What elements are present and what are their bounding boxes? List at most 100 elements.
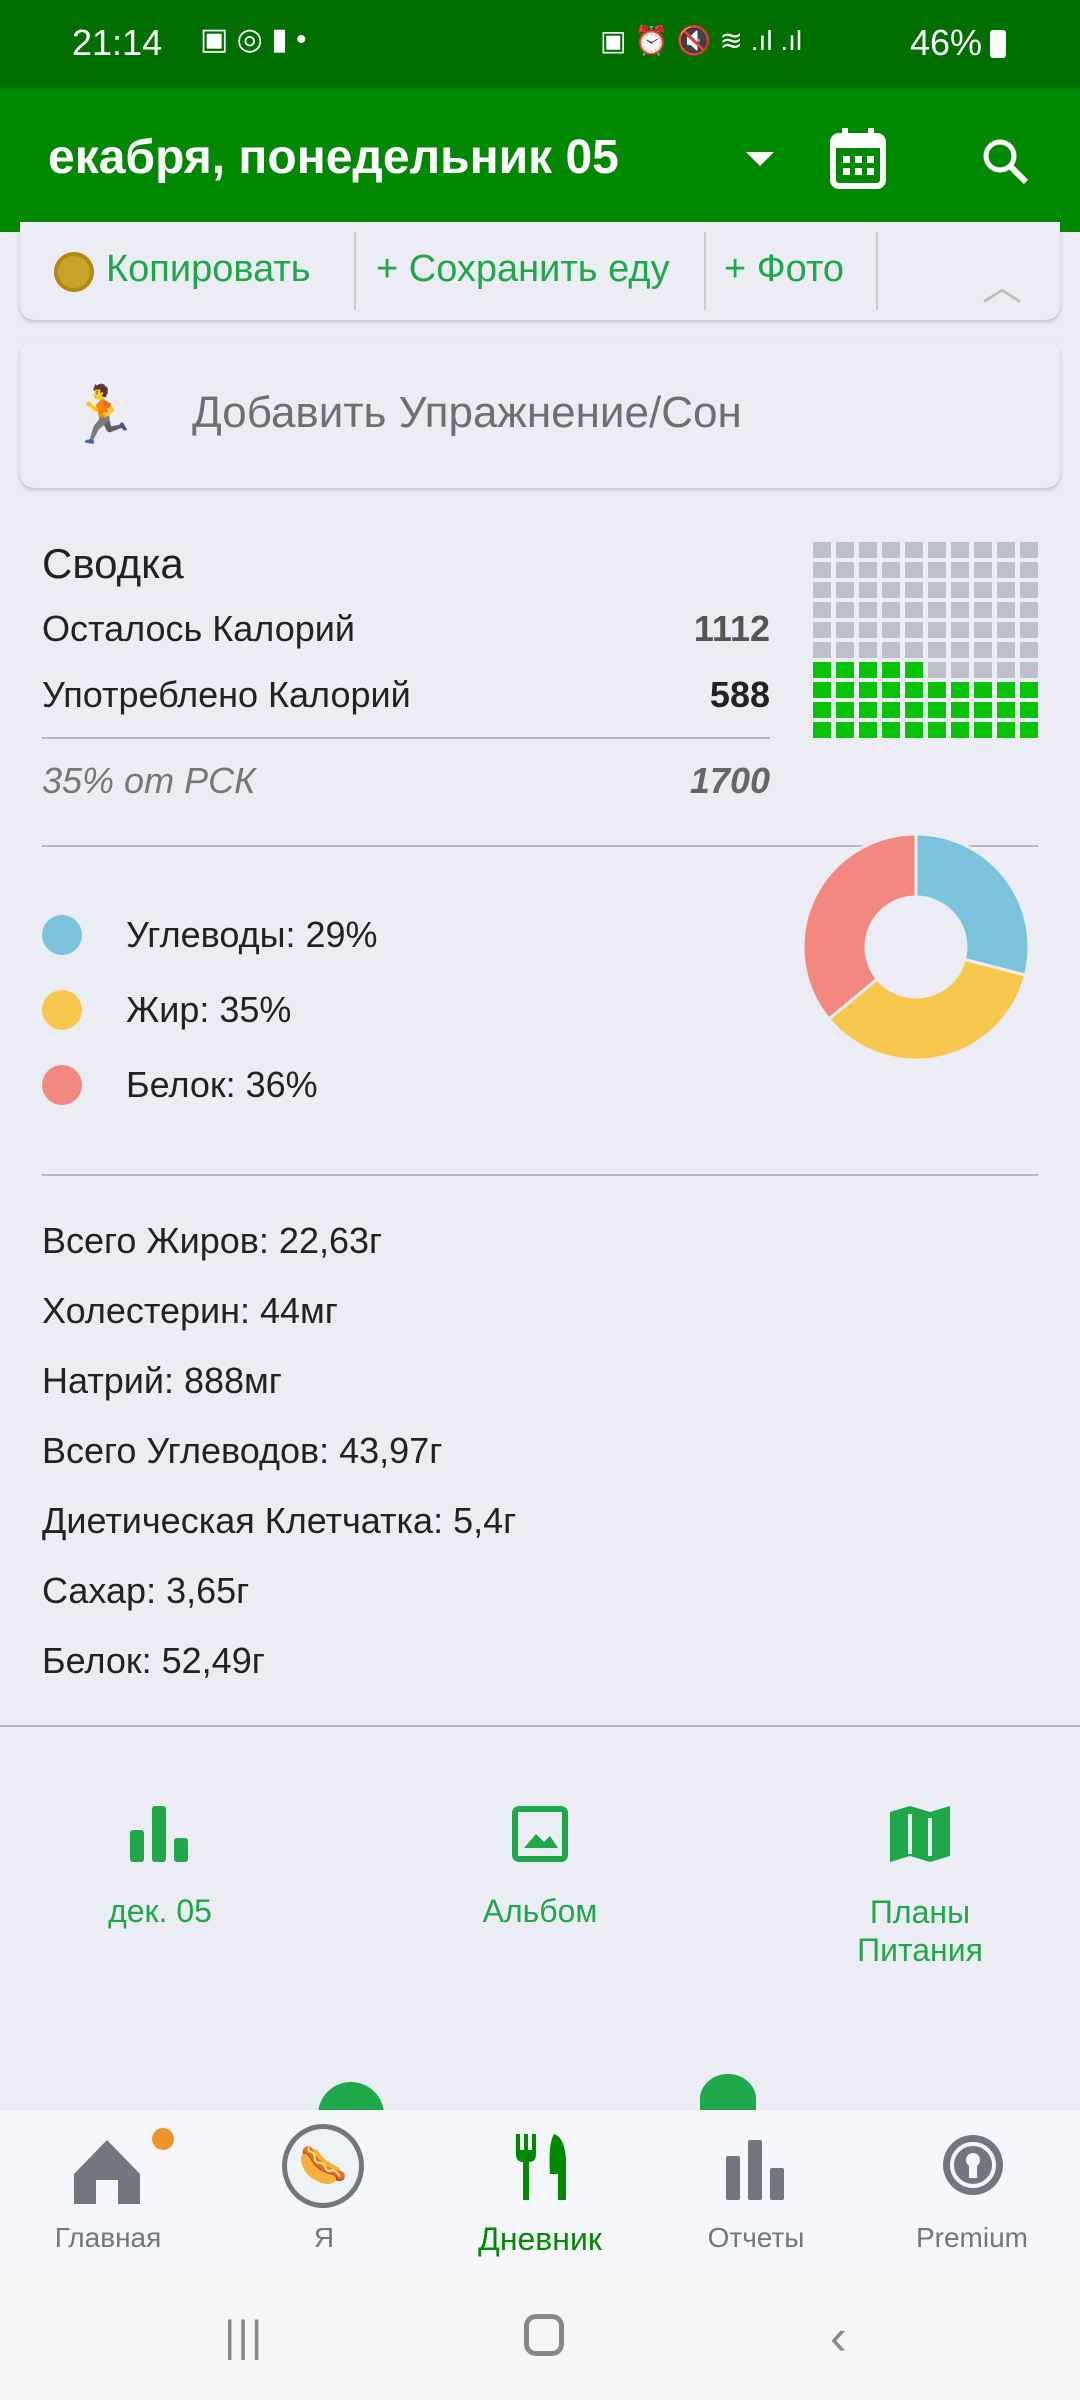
summary-title: Сводка [42, 540, 184, 587]
legend-fat: Жир: 35% [126, 989, 292, 1030]
divider [42, 737, 770, 739]
waffle-cell [836, 662, 854, 678]
bar-chart-icon[interactable] [130, 1806, 190, 1862]
waffle-cell [951, 622, 969, 638]
battery-icon [990, 30, 1006, 58]
waffle-cell [997, 622, 1015, 638]
waffle-cell [997, 542, 1015, 558]
nutrient-item: Холестерин: 44мг [42, 1290, 338, 1331]
add-exercise-button[interactable]: 🏃 Добавить Упражнение/Сон [20, 340, 1060, 488]
date-title[interactable]: екабря, понедельник 05 [48, 131, 619, 184]
waffle-cell [859, 662, 877, 678]
app-bar: екабря, понедельник 05 [0, 88, 1080, 232]
waffle-cell [997, 642, 1015, 658]
waffle-cell [859, 702, 877, 718]
search-icon[interactable] [980, 136, 1030, 186]
waffle-cell [997, 722, 1015, 738]
waffle-cell [1020, 562, 1038, 578]
donut-slice [826, 957, 1028, 1062]
home-icon [74, 2140, 140, 2204]
waffle-cell [836, 602, 854, 618]
back-button[interactable]: ‹ [830, 2309, 847, 2365]
waffle-cell [813, 702, 831, 718]
legend-carbs: Углеводы: 29% [126, 914, 378, 955]
waffle-cell [1020, 662, 1038, 678]
waffle-cell [928, 562, 946, 578]
waffle-cell [974, 602, 992, 618]
legend-swatch [42, 990, 82, 1030]
nutrient-item: Всего Углеводов: 43,97г [42, 1430, 443, 1471]
waffle-cell [859, 602, 877, 618]
divider [354, 232, 356, 310]
waffle-cell [905, 622, 923, 638]
waffle-cell [813, 602, 831, 618]
percent-of-goal: 35% от РСК [42, 760, 256, 801]
add-photo-button[interactable]: + Фото [724, 248, 845, 290]
waffle-cell [1020, 722, 1038, 738]
dropdown-icon[interactable] [746, 152, 774, 166]
waffle-cell [905, 562, 923, 578]
home-button[interactable] [524, 2314, 564, 2356]
waffle-cell [905, 722, 923, 738]
waffle-cell [836, 622, 854, 638]
waffle-cell [813, 662, 831, 678]
waffle-cell [974, 702, 992, 718]
divider [876, 232, 878, 310]
waffle-cell [882, 542, 900, 558]
waffle-cell [997, 562, 1015, 578]
waffle-cell [928, 622, 946, 638]
waffle-cell [951, 582, 969, 598]
divider [704, 232, 706, 310]
waffle-cell [905, 602, 923, 618]
waffle-cell [928, 602, 946, 618]
waffle-cell [882, 582, 900, 598]
waffle-cell [882, 722, 900, 738]
premium-badge-icon [943, 2135, 1003, 2195]
nutrient-item: Всего Жиров: 22,63г [42, 1220, 383, 1261]
save-food-button[interactable]: + Сохранить еду [376, 248, 670, 290]
map-icon[interactable] [890, 1806, 950, 1862]
daily-report-shortcut[interactable]: дек. 05 [108, 1893, 212, 1929]
waffle-cell [997, 702, 1015, 718]
nav-label: Premium [915, 2222, 1028, 2253]
waffle-cell [997, 602, 1015, 618]
waffle-cell [928, 682, 946, 698]
bottom-nav: Главная 🌭 Я Дневник Отчеты Premium [0, 2110, 1080, 2272]
nav-premium[interactable]: Premium [864, 2110, 1080, 2272]
divider [42, 845, 1038, 847]
recents-button[interactable]: ||| [224, 2312, 265, 2361]
nav-me[interactable]: 🌭 Я [216, 2110, 432, 2272]
collapse-chevron-icon[interactable]: ︿ [982, 265, 1022, 309]
waffle-cell [951, 562, 969, 578]
system-icons: ▣ ⏰ 🔇 ≋ .ıl .ıl [600, 25, 803, 56]
waffle-cell [951, 662, 969, 678]
donut-slice [914, 832, 1031, 977]
reports-icon [726, 2140, 784, 2200]
legend-protein: Белок: 36% [126, 1064, 318, 1105]
waffle-cell [974, 642, 992, 658]
add-exercise-label: Добавить Упражнение/Сон [192, 388, 742, 437]
waffle-cell [997, 682, 1015, 698]
waffle-cell [974, 562, 992, 578]
waffle-cell [997, 582, 1015, 598]
meal-plans-label: Планы [869, 1894, 971, 1930]
remaining-label: Осталось Калорий [42, 608, 355, 649]
waffle-cell [974, 542, 992, 558]
album-icon[interactable] [512, 1806, 568, 1862]
waffle-cell [813, 542, 831, 558]
waffle-cell [997, 662, 1015, 678]
nav-reports[interactable]: Отчеты [648, 2110, 864, 2272]
waffle-cell [951, 602, 969, 618]
waffle-cell [836, 702, 854, 718]
nav-home[interactable]: Главная [0, 2110, 216, 2272]
nav-diary[interactable]: Дневник [432, 2110, 648, 2272]
calendar-icon[interactable] [830, 128, 886, 190]
clock: 21:14 [72, 22, 163, 63]
macro-donut-chart [801, 832, 1031, 1062]
waffle-cell [1020, 682, 1038, 698]
copy-button[interactable]: Копировать [106, 248, 311, 290]
album-shortcut[interactable]: Альбом [482, 1893, 598, 1929]
waffle-cell [951, 542, 969, 558]
meal-plans-shortcut[interactable]: Планы Питания [770, 1893, 1070, 1969]
avatar: 🌭 [282, 2124, 364, 2208]
